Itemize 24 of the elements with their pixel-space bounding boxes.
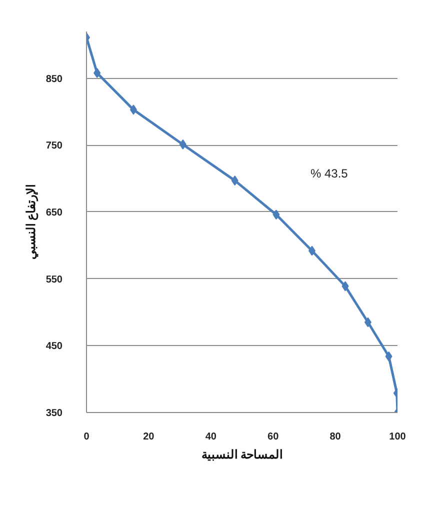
y-axis-title: الإرتفاع النسبي: [24, 184, 39, 260]
annotation: % 43.5: [310, 166, 348, 180]
point: [272, 210, 280, 220]
x-tick-label: 40: [205, 432, 217, 442]
x-tick-label: 80: [330, 432, 342, 442]
y-tick-label: 650: [46, 207, 63, 218]
point: [130, 104, 137, 115]
point: [308, 246, 316, 256]
y-tick-label: 850: [46, 74, 63, 85]
x-tick-label: 60: [268, 432, 280, 442]
x-tick-label: 20: [143, 432, 155, 442]
y-tick-label: 450: [46, 341, 63, 352]
x-tick-label: 0: [84, 432, 90, 442]
point: [342, 281, 349, 292]
point: [385, 351, 392, 362]
point: [364, 317, 372, 328]
point: [231, 176, 238, 186]
point: [94, 68, 101, 78]
point: [179, 139, 186, 150]
x-tick-label: 100: [389, 432, 406, 442]
y-tick-label: 550: [46, 274, 63, 286]
y-tick-label: 350: [46, 408, 63, 419]
x-axis-title: المساحة النسبية: [201, 448, 283, 462]
y-tick-label: 750: [46, 140, 63, 152]
